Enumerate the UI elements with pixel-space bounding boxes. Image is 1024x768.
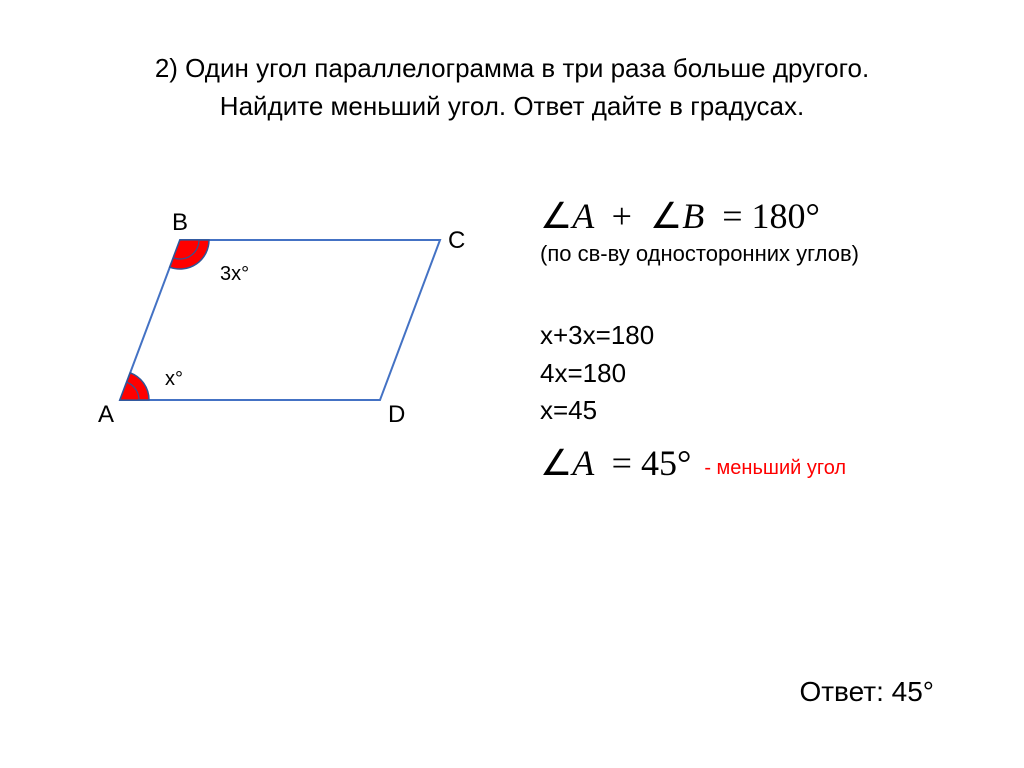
answer-label: Ответ: (799, 676, 883, 707)
solution-block: ∠A + ∠B = 180° (по св-ву односторонних у… (540, 195, 859, 484)
problem-line2: Найдите меньший угол. Ответ дайте в град… (220, 91, 804, 121)
label-x: x° (165, 368, 183, 390)
diagram: A B C D 3x° x° (60, 200, 490, 455)
final-note: - меньший угол (704, 457, 846, 479)
angle-B: B (682, 196, 704, 236)
angle-sum-equation: ∠A + ∠B = 180° (540, 195, 859, 237)
angle-symbol-icon: ∠ (540, 443, 572, 483)
label-D: D (388, 401, 405, 428)
step-3: x=45 (540, 392, 859, 430)
angle-sum-note: (по св-ву односторонних углов) (540, 241, 859, 267)
angle-symbol-icon: ∠ (650, 196, 682, 236)
step-1: x+3x=180 (540, 317, 859, 355)
label-3x: 3x° (220, 263, 249, 285)
problem-line1: 2) Один угол параллелограмма в три раза … (155, 53, 869, 83)
angle-symbol-icon: ∠ (540, 196, 572, 236)
solution-steps: x+3x=180 4x=180 x=45 (540, 317, 859, 430)
page-root: 2) Один угол параллелограмма в три раза … (0, 0, 1024, 768)
angle-sum-rhs: 180° (752, 196, 820, 236)
parallelogram-svg: A B C D 3x° x° (60, 200, 490, 450)
answer-value: 45° (892, 676, 934, 707)
label-B: B (172, 209, 188, 236)
problem-statement: 2) Один угол параллелограмма в три раза … (70, 50, 954, 125)
final-angle-name: A (572, 443, 593, 483)
final-angle-line: ∠A = 45° - меньший угол (540, 442, 859, 484)
angle-A: A (572, 196, 593, 236)
final-angle-value: 45° (641, 443, 691, 483)
answer-block: Ответ: 45° (799, 676, 934, 708)
label-A: A (98, 401, 114, 428)
label-C: C (448, 227, 465, 254)
step-2: 4x=180 (540, 355, 859, 393)
